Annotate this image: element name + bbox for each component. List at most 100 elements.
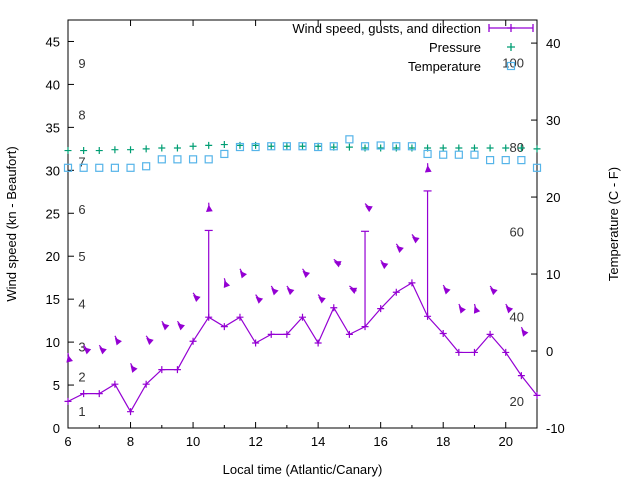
wind-direction-arrow: [255, 294, 264, 304]
wind-direction-arrow: [411, 234, 420, 244]
data-point-marker: [517, 144, 525, 152]
data-point-marker: [79, 163, 88, 172]
data-point-marker: [188, 155, 198, 164]
data-point-marker: [517, 156, 526, 165]
data-point-marker: [330, 304, 338, 312]
data-point-marker: [63, 163, 73, 172]
data-point-marker: [314, 142, 323, 152]
data-point-marker: [173, 155, 182, 164]
legend: Wind speed, gusts, and direction Pressure…: [292, 21, 534, 74]
wind-direction-arrow: [270, 285, 279, 296]
wind-direction-arrow: [489, 285, 498, 296]
arrow-head: [146, 337, 154, 345]
arrow-head: [458, 306, 466, 314]
data-point-marker: [95, 390, 103, 398]
series-wind: [64, 163, 541, 416]
data-point-marker: [111, 380, 119, 388]
arrow-head: [114, 337, 122, 346]
x-tick-label: 18: [436, 434, 450, 449]
data-point-marker: [533, 391, 541, 399]
arrow-head: [411, 236, 420, 244]
data-point-marker: [189, 337, 197, 345]
x-tick-label: 20: [498, 434, 512, 449]
data-point-marker: [142, 380, 150, 388]
data-point-marker: [158, 366, 166, 374]
data-point-marker: [454, 150, 463, 159]
arrow-head: [255, 296, 264, 304]
data-point-marker: [252, 339, 260, 347]
data-point-marker: [283, 330, 291, 338]
legend-marker-temperature: [506, 61, 516, 71]
data-point-marker: [158, 144, 166, 152]
series-line: [67, 281, 538, 413]
arrow-head: [380, 262, 389, 270]
data-point-marker: [236, 313, 244, 321]
y-tick-label: 10: [46, 335, 60, 350]
arrow-head: [161, 323, 170, 331]
fahrenheit-label: 80: [510, 140, 524, 155]
data-point-marker: [377, 144, 385, 152]
wind-direction-arrow: [520, 326, 529, 337]
legend-label-wind: Wind speed, gusts, and direction: [292, 21, 481, 36]
wind-direction-arrow: [114, 335, 122, 346]
data-point-marker: [235, 142, 245, 152]
wind-direction-arrow: [364, 203, 373, 213]
data-point-marker: [282, 142, 291, 151]
wind-direction-arrow: [239, 268, 247, 279]
arrow-head: [365, 205, 373, 213]
data-point-marker: [127, 408, 135, 416]
data-point-marker: [142, 162, 151, 171]
wind-direction-arrow: [349, 285, 358, 294]
y-tick-label: 25: [46, 206, 60, 221]
wind-direction-arrow: [442, 284, 451, 295]
y2-tick-label: 40: [546, 36, 560, 51]
legend-marker-wind: [507, 24, 515, 32]
arrow-head: [130, 365, 138, 373]
wind-direction-arrow: [424, 163, 432, 173]
y-tick-label: 35: [46, 120, 60, 135]
data-point-marker: [127, 146, 135, 154]
arrow-head: [349, 287, 358, 294]
beaufort-label: 1: [78, 404, 85, 419]
y2-tick-label: 20: [546, 190, 560, 205]
data-point-marker: [439, 150, 448, 159]
data-point-marker: [486, 156, 495, 165]
arrow-head: [490, 287, 498, 296]
x-tick-label: 6: [64, 434, 71, 449]
data-point-marker: [501, 156, 510, 165]
data-point-marker: [173, 144, 181, 152]
data-point-marker: [267, 142, 275, 150]
data-point-marker: [298, 142, 307, 151]
data-point-marker: [470, 144, 478, 152]
y2-tick-label: 30: [546, 113, 560, 128]
arrow-head: [286, 287, 295, 296]
data-point-marker: [80, 147, 88, 155]
beaufort-label: 8: [78, 107, 85, 122]
x-axis-label: Local time (Atlantic/Canary): [223, 462, 383, 477]
plot-frame: [67, 19, 538, 429]
data-point-marker: [80, 390, 88, 398]
x-tick-label: 14: [311, 434, 325, 449]
beaufort-label: 5: [78, 249, 85, 264]
y-tick-label: 20: [46, 249, 60, 264]
data-point-marker: [110, 163, 120, 172]
data-point-marker: [533, 145, 541, 153]
y-axis-label: Wind speed (kn - Beaufort): [4, 146, 19, 301]
fahrenheit-label: 40: [510, 309, 524, 324]
data-point-marker: [439, 144, 447, 152]
wind-direction-arrow: [317, 294, 326, 304]
data-point-marker: [251, 142, 260, 152]
arrow-head: [193, 294, 201, 303]
data-point-marker: [408, 144, 416, 152]
data-point-marker: [345, 143, 353, 151]
data-point-marker: [220, 149, 229, 159]
data-point-marker: [95, 147, 103, 155]
data-point-marker: [220, 323, 228, 331]
data-point-marker: [502, 144, 510, 152]
y2-tick-label: -10: [546, 421, 565, 436]
legend-label-pressure: Pressure: [429, 40, 481, 55]
arrow-head: [333, 261, 342, 268]
data-point-marker: [423, 149, 432, 159]
data-point-marker: [517, 372, 525, 380]
